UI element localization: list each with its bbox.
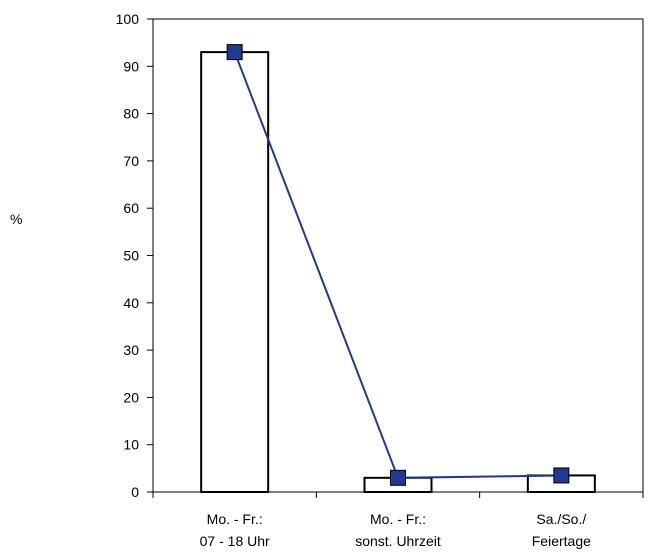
y-tick-label: 100 (116, 11, 140, 27)
x-tick-label: Mo. - Fr.: (207, 511, 263, 527)
y-tick-label: 10 (123, 437, 139, 453)
y-tick-label: 60 (123, 200, 139, 216)
y-tick-label: 70 (123, 153, 139, 169)
y-axis-label: % (10, 211, 22, 227)
data-point-marker (226, 44, 243, 61)
plot-area: 0 10 20 30 40 50 60 70 80 90 100 Mo. - Fr.: 07 - 18 … (116, 11, 644, 549)
y-tick-label: 50 (123, 248, 139, 264)
x-tick-label: 07 - 18 Uhr (200, 533, 270, 549)
data-point-marker (553, 467, 570, 484)
data-point-marker (390, 469, 406, 486)
x-tick-label: sonst. Uhrzeit (355, 533, 441, 549)
x-tick-label: Feiertage (532, 533, 591, 549)
bar (200, 51, 270, 494)
y-tick-label: 40 (123, 295, 139, 311)
series-line (233, 51, 562, 479)
x-tick-label: Sa./So./ (536, 511, 586, 527)
y-tick-label: 0 (131, 484, 139, 500)
y-tick-label: 90 (123, 58, 139, 74)
x-tick-label: Mo. - Fr.: (370, 511, 426, 527)
y-tick-label: 80 (123, 106, 139, 122)
y-tick-label: 20 (123, 389, 139, 405)
y-tick-label: 30 (123, 342, 139, 358)
